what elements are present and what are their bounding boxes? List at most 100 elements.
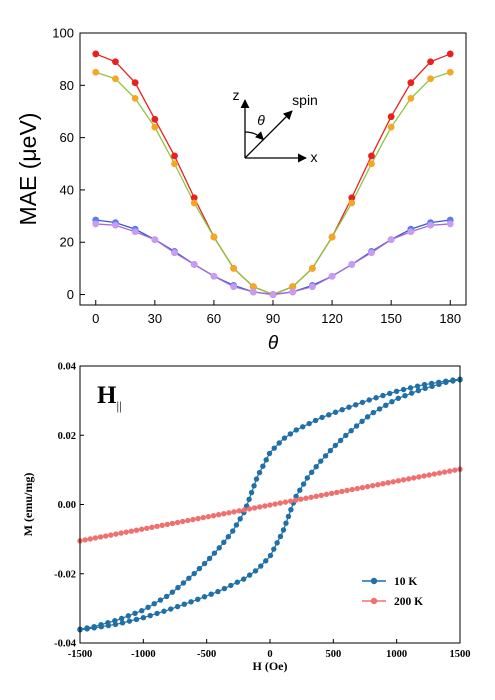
bottom-series-point-1 [452,467,458,473]
top-series-point-0 [368,152,375,160]
bottom-series-point-1 [287,498,294,504]
top-x-tick-label: 0 [92,311,99,326]
bottom-series-point-0 [353,402,359,408]
bottom-series-point-0 [154,610,160,617]
top-series-point-3 [328,272,336,280]
bottom-series-point-0 [383,402,389,409]
bottom-series-point-1 [246,506,253,512]
bottom-series-point-0 [234,579,240,585]
bottom-series-point-0 [308,469,315,475]
bottom-series-point-0 [186,575,192,581]
bottom-series-point-0 [267,552,274,559]
top-series-point-1 [210,233,218,241]
bottom-series-point-0 [241,576,247,582]
bottom-series-point-0 [147,612,153,619]
bottom-series-point-0 [266,450,273,457]
bottom-x-axis-label: H (Oe) [253,659,288,673]
top-series-point-0 [407,79,415,87]
top-series-point-0 [151,115,159,123]
bottom-series-point-0 [112,618,118,624]
bottom-ticks-group: -1500 -1000 -500 0 500 1000 1500 -0.04 -0.02 0.00… [54,362,470,661]
bottom-series-point-1 [257,504,263,510]
bottom-series-point-0 [415,387,422,394]
bottom-series-point-0 [281,435,288,441]
bottom-series-point-1 [272,501,278,507]
top-series-point-1 [131,94,139,102]
bottom-series-point-1 [308,494,314,500]
top-series-point-3 [151,236,159,244]
top-series-point-1 [151,123,159,131]
bottom-series-point-1 [215,512,222,518]
top-plot-frame [79,32,467,306]
top-series-point-3 [190,261,198,268]
bottom-series-point-0 [443,378,449,384]
bottom-series-point-0 [395,395,401,401]
bottom-series-point-0 [246,496,252,502]
top-series-point-3 [289,288,297,296]
bottom-series-point-1 [87,536,93,542]
bottom-series-point-0 [366,397,372,403]
bottom-series-point-0 [380,392,386,399]
bottom-series-point-0 [353,423,360,429]
bottom-series-point-0 [132,610,138,616]
bottom-series-point-1 [400,477,407,483]
bottom-series-point-0 [191,570,197,577]
bottom-series-point-1 [334,489,340,496]
top-series-point-1 [308,264,316,272]
bottom-series-point-0 [145,604,151,611]
bottom-x-tick-label: 1000 [386,649,407,660]
bottom-series-point-0 [287,431,294,437]
bottom-series-point-1 [82,537,88,543]
bottom-series-point-1 [262,503,268,509]
bottom-series-point-1 [174,519,181,526]
inset-z-label: z [233,87,240,103]
bottom-series-point-0 [393,388,400,394]
top-series-point-3 [269,291,277,298]
bottom-series-point-0 [450,377,456,383]
top-x-tick-label: 120 [321,311,343,326]
bottom-series-point-0 [260,463,266,469]
field-direction-annotation: H|| [97,382,122,413]
bottom-x-tick-label: 0 [267,649,272,660]
top-series-point-3 [348,261,356,268]
top-series-point-1 [407,94,415,102]
top-series-point-0 [171,152,178,160]
bottom-series-point-1 [328,490,335,497]
bottom-series-point-0 [133,616,140,623]
spin-angle-inset: z x spin θ [233,87,318,165]
bottom-series-point-0 [300,424,306,430]
bottom-series-point-0 [288,507,294,513]
top-series-point-3 [446,220,454,228]
bottom-series-point-0 [346,404,352,410]
top-series-point-1 [368,160,375,168]
bottom-series-point-0 [230,528,236,534]
bottom-y-tick-label: -0.04 [54,639,77,650]
bottom-series-point-0 [216,545,222,551]
bottom-series-point-1 [221,511,227,517]
legend-marker [370,597,378,605]
bottom-series-point-0 [428,380,435,387]
bottom-series-point-1 [149,524,155,530]
inset-theta-label: θ [257,112,265,128]
top-series-point-1 [230,264,238,272]
top-series-point-0 [348,194,356,202]
bottom-hysteresis-chart: -1500 -1000 -500 0 500 1000 1500 -0.04 -0.02 0.00… [21,362,471,674]
bottom-series-point-0 [256,469,263,476]
bottom-series-point-0 [435,379,442,386]
top-series-point-3 [230,283,238,291]
top-y-tick-label: 60 [60,130,74,145]
top-y-tick-label: 80 [60,78,74,93]
bottom-series-point-0 [118,615,125,622]
bottom-series-point-1 [205,513,212,520]
top-series-point-0 [112,58,119,66]
bottom-series-point-0 [337,437,344,444]
bottom-series-point-0 [373,395,379,401]
top-series-point-3 [171,249,178,257]
bottom-series-point-1 [241,507,248,513]
bottom-series-point-0 [196,565,203,572]
bottom-series-point-0 [98,621,104,628]
bottom-series-point-1 [349,486,355,493]
bottom-series-point-1 [97,534,104,540]
bottom-series-point-0 [283,520,289,526]
bottom-series-point-1 [164,521,170,528]
